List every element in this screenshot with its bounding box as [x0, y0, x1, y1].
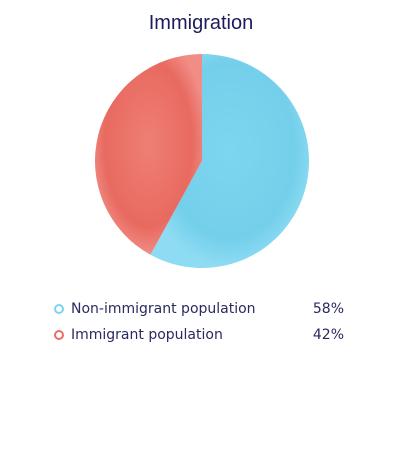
legend: Non-immigrant population 58% Immigrant p… [52, 296, 352, 348]
pie-slice-non-immigrant [150, 54, 309, 268]
pie-chart [94, 53, 310, 269]
legend-value: 42% [312, 327, 344, 343]
legend-value: 58% [312, 301, 344, 317]
legend-item-non-immigrant: Non-immigrant population 58% [52, 296, 352, 322]
legend-item-immigrant: Immigrant population 42% [52, 322, 352, 348]
pie-svg [94, 54, 309, 268]
legend-marker-icon [54, 304, 64, 314]
legend-marker-icon [54, 330, 64, 340]
pie-slice-immigrant [94, 54, 202, 255]
legend-label: Immigrant population [71, 327, 223, 343]
chart-title: Immigration [148, 12, 254, 34]
legend-label: Non-immigrant population [71, 301, 256, 317]
